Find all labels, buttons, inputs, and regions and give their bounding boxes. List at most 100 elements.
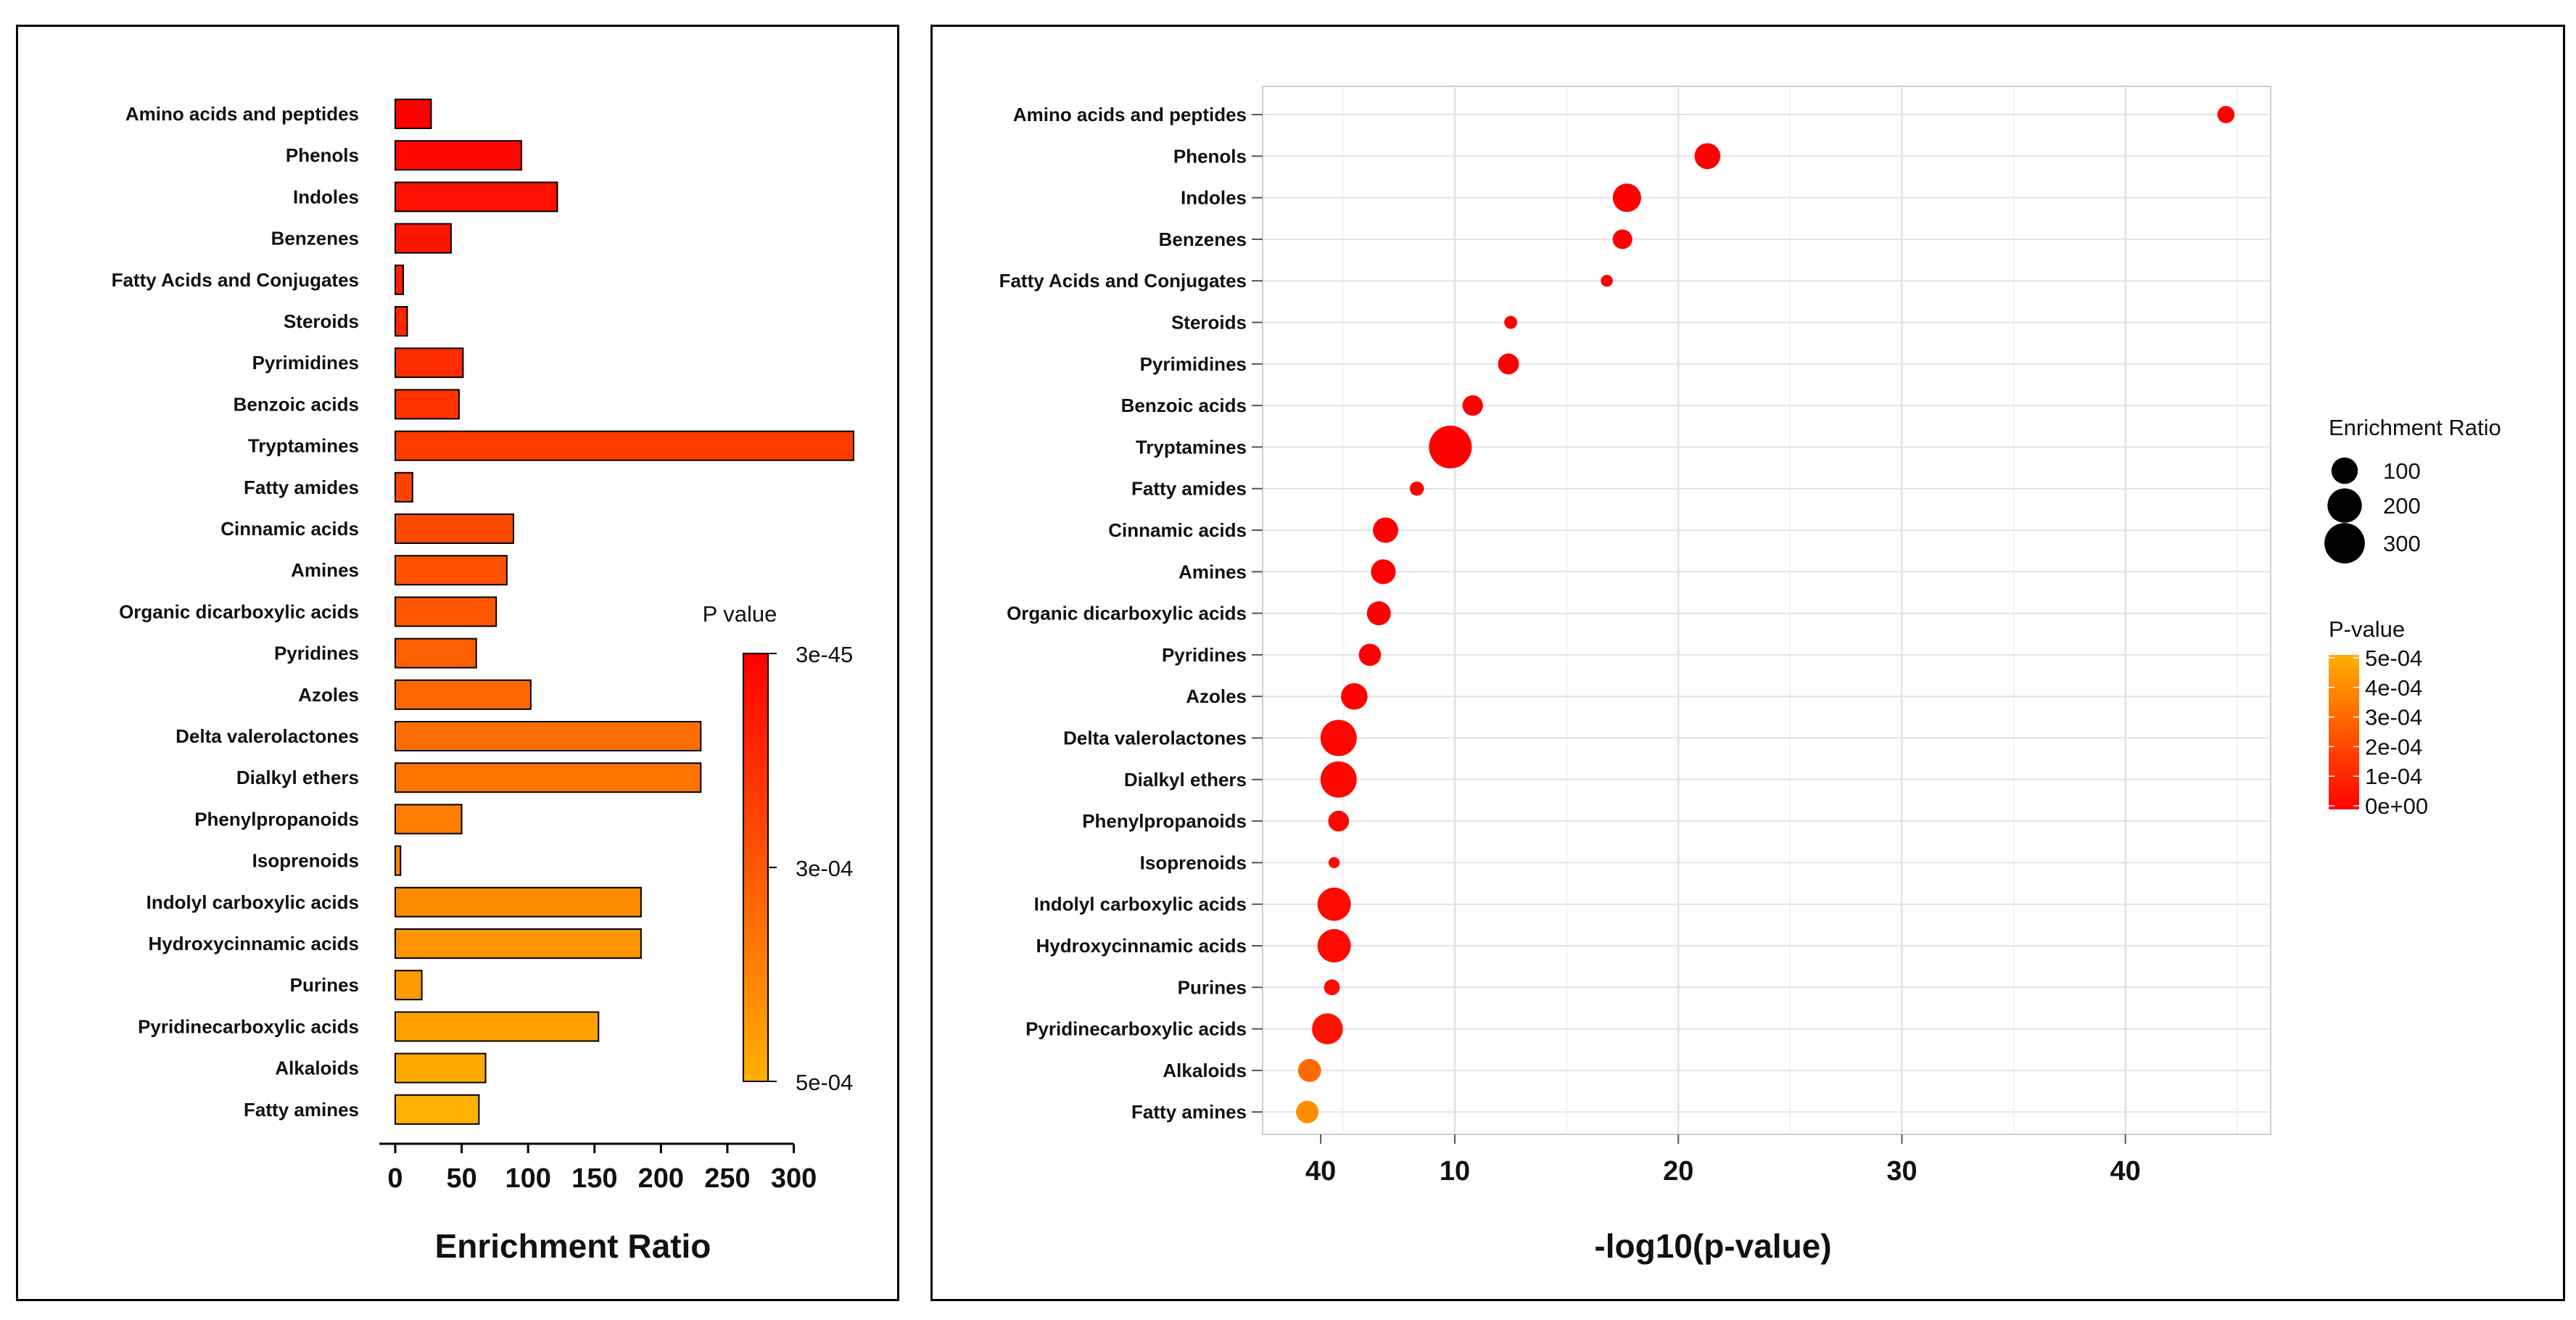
bar-category-label: Fatty amines	[244, 1099, 359, 1121]
dot-x-tick-label: 30	[1886, 1156, 1917, 1187]
dot-x-tick-label: 20	[1663, 1156, 1693, 1187]
bar-category-label: Benzenes	[271, 228, 359, 249]
dot-point	[1317, 929, 1351, 962]
dot-category-label: Alkaloids	[1163, 1060, 1247, 1081]
size-legend-label: 100	[2383, 458, 2421, 484]
size-legend-label: 200	[2383, 493, 2421, 519]
dot-plot-area	[1262, 86, 2271, 1135]
dot-category-label: Benzenes	[1159, 228, 1247, 250]
dot-category-label: Indolyl carboxylic acids	[1034, 894, 1247, 915]
bar	[394, 596, 498, 627]
dot-point	[2217, 106, 2235, 123]
bar	[394, 762, 702, 793]
dot-category-label: Pyrimidines	[1140, 353, 1247, 375]
bar	[394, 721, 702, 751]
color-legend-label: 3e-04	[2365, 705, 2422, 730]
dot-x-tick-label: 10	[1440, 1156, 1470, 1187]
bar-category-label: Isoprenoids	[252, 850, 359, 872]
bar	[394, 638, 477, 669]
dot-category-label: Amino acids and peptides	[1013, 104, 1247, 125]
bar-category-label: Pyridinecarboxylic acids	[138, 1015, 359, 1037]
dot-point	[1504, 315, 1518, 329]
bar-category-label: Amines	[291, 559, 359, 581]
dot-x-tick-label: 40	[1305, 1156, 1336, 1187]
dot-point	[1371, 559, 1396, 585]
enrichment-dot-plot-panel: Amino acids and peptides Phenols Indoles Be…	[930, 25, 2565, 1301]
bar-legend-label-top: 3e-45	[796, 642, 853, 667]
bar-category-label: Steroids	[284, 310, 359, 332]
bar-category-label: Indolyl carboxylic acids	[146, 891, 359, 913]
bar-category-label: Azoles	[298, 684, 359, 706]
bar	[394, 181, 558, 213]
bar-category-label: Pyrimidines	[252, 352, 359, 374]
bar-category-label: Purines	[290, 974, 359, 996]
dot-point	[1601, 274, 1613, 287]
dot-point	[1694, 143, 1721, 170]
bar	[394, 471, 413, 503]
bar-legend-title: P value	[703, 601, 777, 627]
bar-category-label: Indoles	[293, 186, 359, 207]
dot-category-label: Organic dicarboxylic acids	[1007, 603, 1247, 624]
dot-category-label: Cinnamic acids	[1108, 519, 1247, 541]
dot-point	[1409, 481, 1424, 496]
dot-category-label: Tryptamines	[1136, 436, 1247, 458]
dot-point	[1358, 643, 1382, 667]
color-legend-label: 1e-04	[2365, 764, 2422, 789]
dot-category-label: Isoprenoids	[1140, 851, 1247, 873]
bar	[394, 306, 408, 337]
dot-point	[1462, 395, 1483, 416]
bar-category-label: Hydroxycinnamic acids	[149, 933, 359, 954]
bar-category-label: Cinnamic acids	[220, 518, 359, 540]
bar	[394, 513, 515, 544]
bar-x-tick-label: 200	[638, 1163, 684, 1194]
dot-point	[1366, 601, 1391, 626]
size-legend-dot	[2327, 488, 2362, 523]
color-legend-label: 2e-04	[2365, 734, 2422, 759]
bar	[394, 99, 432, 129]
dot-point	[1312, 1013, 1343, 1044]
dot-point	[1612, 229, 1632, 249]
dot-point	[1498, 353, 1519, 375]
bar	[394, 140, 523, 171]
dot-point	[1373, 517, 1398, 543]
dot-category-label: Azoles	[1186, 685, 1247, 707]
bar-category-label: Fatty Acids and Conjugates	[112, 269, 359, 291]
bar-x-tick-label: 300	[771, 1163, 817, 1194]
dot-point	[1328, 857, 1340, 869]
dot-point	[1612, 183, 1641, 213]
dot-category-label: Fatty amines	[1131, 1101, 1247, 1123]
dot-category-label: Phenols	[1173, 145, 1247, 167]
bar-category-label: Benzoic acids	[234, 393, 359, 415]
bar-legend-label-bottom: 5e-04	[796, 1070, 853, 1095]
bar	[394, 347, 464, 379]
size-legend-dot	[2331, 457, 2358, 484]
bar-x-tick-label: 0	[387, 1163, 402, 1194]
dot-point	[1320, 761, 1357, 798]
dot-category-label: Amines	[1178, 561, 1247, 582]
dot-category-label: Delta valerolactones	[1063, 727, 1247, 749]
bar-legend-colorbar	[743, 653, 769, 1082]
dot-category-label: Indoles	[1181, 187, 1247, 209]
size-legend-dot	[2324, 523, 2365, 564]
dot-point	[1429, 425, 1472, 469]
color-legend-label: 5e-04	[2365, 645, 2422, 671]
dot-point	[1328, 810, 1350, 832]
dot-x-axis-title: -log10(p-value)	[1594, 1227, 1831, 1265]
color-legend-label: 0e+00	[2365, 793, 2428, 819]
bar	[394, 264, 404, 295]
dot-category-label: Dialkyl ethers	[1124, 769, 1247, 791]
bar	[394, 970, 423, 1001]
bar-category-label: Delta valerolactones	[176, 725, 359, 747]
size-legend-label: 300	[2383, 531, 2421, 556]
dot-point	[1320, 719, 1357, 756]
bar	[394, 1052, 487, 1084]
enrichment-bar-chart-panel: Amino acids and peptides Phenols Indoles Be…	[16, 25, 899, 1301]
dot-category-label: Phenylpropanoids	[1082, 810, 1247, 832]
bar	[394, 1094, 480, 1125]
bar-category-label: Pyridines	[274, 643, 359, 664]
bar	[394, 1011, 600, 1042]
bar-legend-label-mid: 3e-04	[796, 856, 853, 881]
bar	[394, 679, 532, 710]
bar-category-label: Dialkyl ethers	[236, 767, 359, 788]
bar	[394, 804, 463, 835]
